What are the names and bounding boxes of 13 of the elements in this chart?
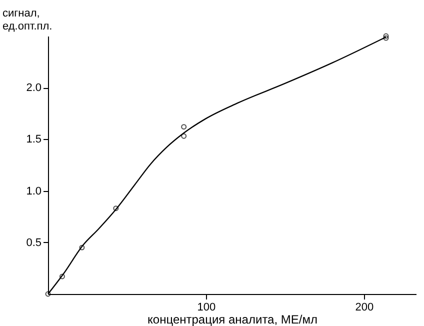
y-tick-label: 0.5 <box>26 236 42 249</box>
point <box>113 206 119 212</box>
x-tick-label: 100 <box>197 302 216 314</box>
x-axis-title: концентрация аналита, МЕ/мл <box>148 312 318 326</box>
x-tick-label: 200 <box>355 302 374 314</box>
point <box>59 274 65 280</box>
point <box>79 244 85 250</box>
y-tick-label: 1.0 <box>26 185 42 198</box>
y-tick-label: 1.5 <box>26 134 42 146</box>
point <box>181 124 187 130</box>
y-axis-title: сигнал, ед.опт.пл. <box>2 8 52 32</box>
point <box>181 133 187 139</box>
y-tick-label: 2.0 <box>26 82 42 94</box>
